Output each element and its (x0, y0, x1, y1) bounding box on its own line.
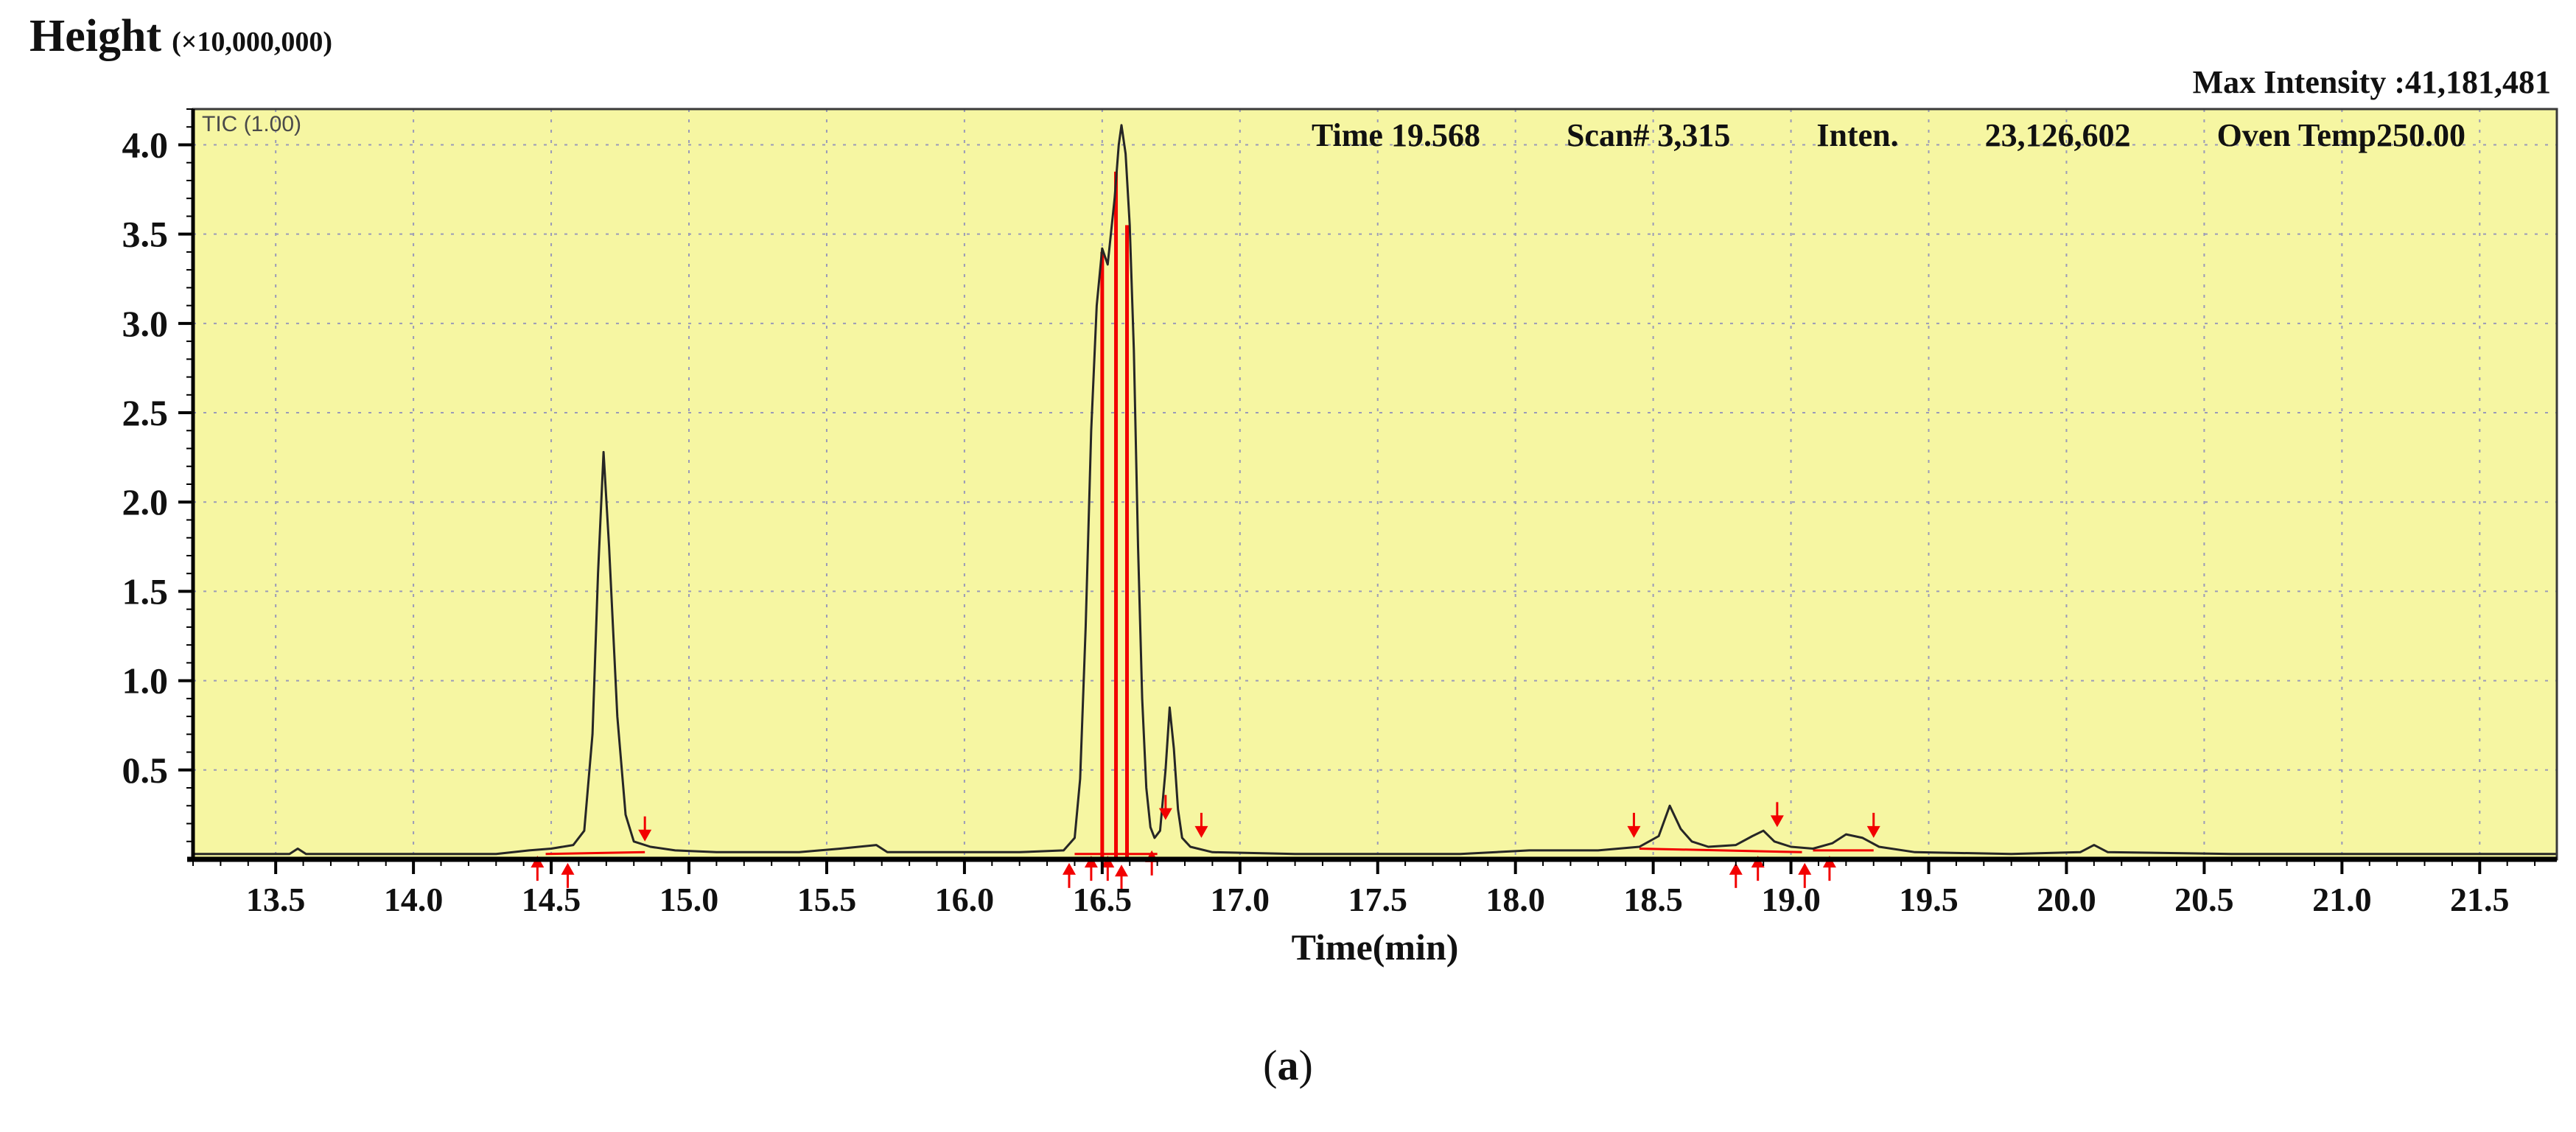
x-tick-label: 19.5 (1899, 881, 1959, 918)
caption-open: ( (1263, 1041, 1278, 1089)
y-tick-label: 2.5 (122, 392, 169, 433)
x-tick-label: 15.5 (797, 881, 857, 918)
figure-caption: (a) (0, 1041, 2576, 1090)
x-tick-label: 19.0 (1761, 881, 1821, 918)
integration-baseline (545, 850, 645, 856)
max-intensity-label: Max Intensity :41,181,481 (2192, 64, 2551, 100)
y-tick-label: 2.0 (122, 481, 169, 523)
peak-marker-arrow (1770, 815, 1784, 828)
peak-marker-arrow (1798, 862, 1812, 875)
peak-marker-arrow (561, 862, 575, 875)
y-tick-label: 0.5 (122, 750, 169, 791)
peak-marker-arrow (1866, 825, 1880, 838)
caption-close: ) (1298, 1041, 1313, 1089)
x-tick-label: 17.0 (1211, 881, 1270, 918)
y-tick-label: 1.0 (122, 660, 169, 702)
x-tick-label: 20.5 (2174, 881, 2234, 918)
x-tick-label: 14.5 (522, 881, 581, 918)
peak-marker-arrow (638, 829, 652, 842)
y-tick-label: 1.5 (122, 570, 169, 612)
x-tick-label: 16.0 (935, 881, 995, 918)
status-scan: Scan# 3,315 (1566, 117, 1731, 153)
cursor-status-row: Time 19.568 Scan# 3,315 Inten. 23,126,60… (1312, 116, 2465, 154)
y-tick-label: 3.5 (122, 214, 169, 255)
peak-marker-arrow (1627, 825, 1641, 838)
x-tick-label: 20.0 (2037, 881, 2096, 918)
y-axis-scale: (×10,000,000) (172, 27, 333, 57)
status-oven-temp: Oven Temp250.00 (2216, 117, 2465, 153)
status-inten-value: 23,126,602 (1984, 117, 2131, 153)
x-tick-label: 18.0 (1485, 881, 1545, 918)
y-axis-title-group: Height (×10,000,000) (29, 10, 332, 63)
peak-marker-arrow (1729, 862, 1743, 875)
x-tick-label: 16.5 (1073, 881, 1133, 918)
plot-background (193, 109, 2557, 859)
peak-marker-arrow (1062, 862, 1076, 875)
status-inten-label: Inten. (1816, 117, 1899, 153)
tic-trace (193, 124, 2557, 856)
peak-marker-arrow (1194, 825, 1208, 838)
x-tick-label: 17.5 (1348, 881, 1407, 918)
x-tick-label: 14.0 (384, 881, 444, 918)
x-tick-label: 18.5 (1623, 881, 1683, 918)
peak-marker-arrow (1158, 808, 1172, 820)
x-tick-label: 21.5 (2450, 881, 2510, 918)
x-tick-label: 21.0 (2312, 881, 2372, 918)
y-axis-title: Height (29, 11, 162, 61)
y-tick-label: 3.0 (122, 303, 169, 344)
status-time: Time 19.568 (1312, 117, 1480, 153)
x-tick-label: 15.0 (659, 881, 719, 918)
tic-trace-label: TIC (1.00) (202, 112, 302, 136)
caption-letter: a (1277, 1041, 1299, 1089)
peak-marker-arrow (1115, 864, 1129, 877)
x-tick-label: 13.5 (246, 881, 306, 918)
y-tick-label: 4.0 (122, 124, 169, 165)
integration-baseline (1639, 847, 1802, 853)
x-axis-label: Time(min) (1291, 926, 1459, 968)
